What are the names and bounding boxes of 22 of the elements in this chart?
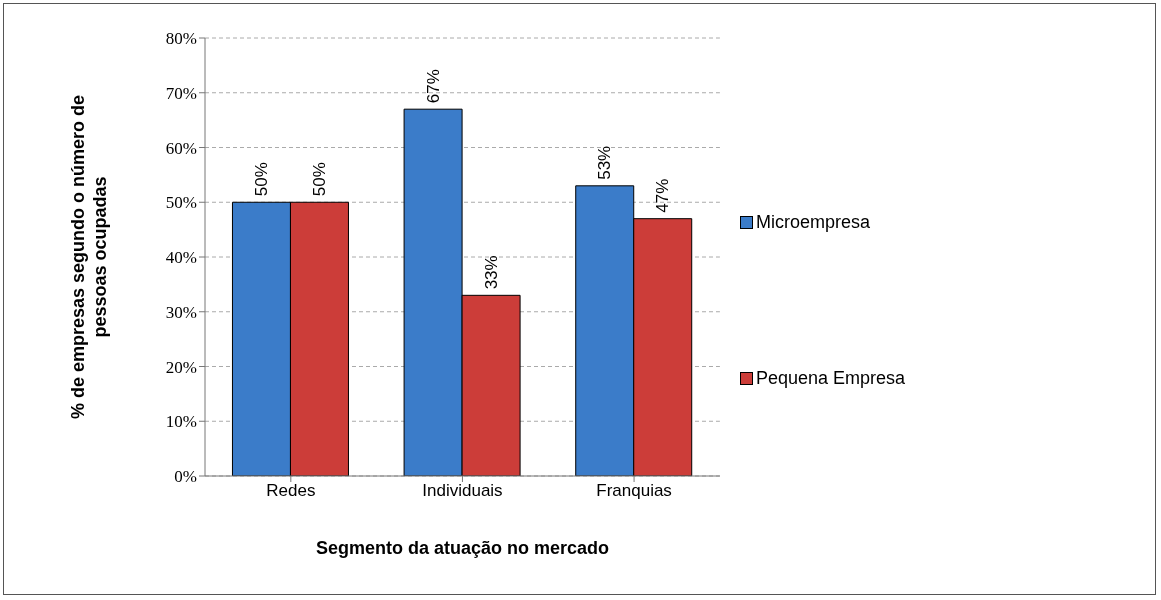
x-tick-label: Franquias (596, 481, 672, 501)
y-tick-label: 10% (165, 412, 197, 432)
data-label: 67% (423, 69, 443, 104)
y-tick-label: 30% (165, 302, 197, 322)
y-tick-label: 80% (165, 29, 197, 49)
data-label: 47% (653, 178, 673, 213)
y-tick-label: 0% (174, 467, 197, 487)
data-label: 33% (481, 255, 501, 290)
y-axis-title: % de empresas segundo o número de pessoas ocupadas (68, 94, 110, 420)
legend-label: Microempresa (754, 211, 871, 233)
data-label: 53% (595, 145, 615, 180)
y-tick-label: 40% (165, 248, 197, 268)
x-tick-label: Individuais (422, 481, 503, 501)
data-label: 50% (309, 162, 329, 197)
y-tick-label: 50% (165, 193, 197, 213)
y-tick-label: 70% (165, 83, 197, 103)
x-tick-label: Redes (266, 481, 316, 501)
y-tick-label: 20% (165, 357, 197, 377)
legend-label: Pequena Empresa (754, 367, 905, 389)
data-label: 50% (251, 162, 271, 197)
x-axis-title: Segmento da atuação no mercado (315, 538, 609, 558)
y-tick-label: 60% (165, 138, 197, 158)
